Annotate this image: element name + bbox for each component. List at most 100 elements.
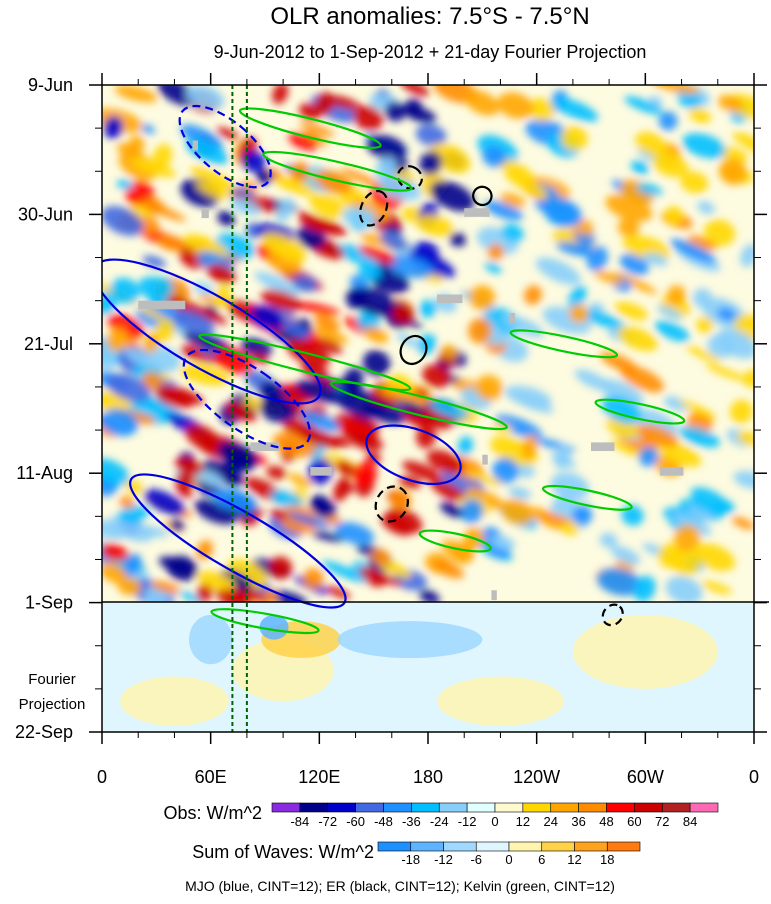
anomaly-cell (475, 374, 503, 401)
er-contour (374, 485, 410, 523)
anomaly-cell (190, 166, 236, 192)
anomaly-cell (102, 408, 139, 437)
kelvin-contour (210, 608, 320, 635)
colorbar-level-label: 0 (505, 852, 512, 867)
colorbar-level-label: 48 (599, 814, 613, 829)
anomaly-cell (717, 95, 744, 113)
anomaly-cell (194, 499, 237, 525)
anomaly-cell (674, 524, 701, 552)
x-tick-label: 120W (513, 767, 560, 787)
anomaly-cell (310, 498, 337, 519)
y-tick-label: 9-Jun (28, 75, 73, 95)
anomaly-cell (422, 364, 451, 388)
anomaly-cell (561, 521, 579, 536)
colorbar-swatch (689, 802, 719, 813)
anomaly-cell (286, 512, 331, 529)
anomaly-cell (652, 152, 689, 178)
anomaly-cell (682, 133, 726, 159)
anomaly-cell (340, 168, 388, 190)
colorbar-level-label: -48 (374, 814, 393, 829)
colorbar-level-label: -24 (430, 814, 449, 829)
anomaly-cell (274, 176, 316, 196)
anomaly-cell (123, 478, 144, 494)
anomaly-cell (614, 271, 658, 295)
anomaly-cell (225, 402, 257, 422)
anomaly-cell (487, 243, 505, 261)
anomaly-cell (295, 379, 344, 404)
colorbar-swatch (271, 802, 301, 813)
colorbar-level-label: -12 (458, 814, 477, 829)
colorbar-swatch (410, 841, 444, 852)
anomaly-cell (270, 508, 287, 521)
anomaly-cell (313, 313, 340, 331)
anomaly-cell (521, 435, 538, 460)
obs-colorbar-label: Obs: W/m^2 (164, 803, 262, 823)
anomaly-cell (430, 480, 466, 502)
missing-patch (464, 208, 490, 217)
colorbar-level-label: -36 (402, 814, 421, 829)
kelvin-contour (198, 333, 412, 392)
anomaly-cell (276, 197, 294, 222)
anomaly-cell (292, 275, 318, 293)
anomaly-cell (389, 489, 412, 510)
anomaly-cell (504, 385, 552, 408)
colorbar-swatch (522, 802, 552, 813)
mjo-contour (182, 348, 312, 450)
colorbar-level-label: 72 (655, 814, 669, 829)
anomaly-cell (335, 460, 356, 476)
colorbar-level-label: 18 (600, 852, 614, 867)
anomaly-cell (117, 179, 133, 190)
anomaly-cell (196, 181, 229, 200)
anomaly-cell (689, 235, 718, 250)
anomaly-cell (635, 131, 668, 156)
projection-anomaly (188, 614, 233, 665)
anomaly-cell (292, 301, 341, 316)
colorbar-level-label: 24 (544, 814, 558, 829)
anomaly-cell (358, 567, 387, 587)
anomaly-cell (206, 263, 236, 284)
missing-patch (591, 442, 615, 452)
anomaly-cell (665, 576, 703, 605)
colorbar-level-label: -72 (318, 814, 337, 829)
colorbar-swatch (508, 841, 543, 852)
anomaly-cell (495, 157, 535, 182)
anomaly-cell (700, 581, 732, 595)
anomaly-cell (596, 568, 643, 596)
anomaly-cell (624, 96, 663, 115)
waves-colorbar: -18 -12 -6 0 6 12 18 (377, 841, 641, 867)
anomaly-cell (155, 318, 176, 342)
anomaly-cell (605, 194, 653, 222)
kelvin-contour (262, 150, 413, 192)
anomaly-cell (347, 418, 381, 431)
anomaly-cell (179, 364, 230, 386)
anomaly-cell (268, 556, 293, 579)
anomaly-cell (353, 461, 378, 488)
anomaly-cell (718, 158, 747, 185)
anomaly-cell (107, 516, 154, 542)
missing-patch (310, 467, 333, 476)
anomaly-cell (460, 498, 484, 524)
anomaly-cell (299, 102, 322, 120)
anomaly-cell (449, 232, 466, 247)
anomaly-cell (138, 525, 169, 538)
anomaly-cell (736, 431, 754, 446)
missing-patch (437, 294, 463, 304)
anomaly-cell (732, 132, 754, 156)
anomaly-cell (617, 217, 640, 238)
y-tick-label: 1-Sep (25, 593, 73, 613)
anomaly-cell (430, 401, 469, 419)
anomaly-cell (495, 414, 543, 439)
anomaly-cell (599, 532, 618, 548)
anomaly-cell (551, 97, 599, 122)
kelvin-contour (418, 529, 492, 553)
anomaly-cell (102, 458, 130, 486)
colorbar-level-label: 36 (571, 814, 585, 829)
anomaly-cell (106, 327, 128, 352)
anomaly-cell (437, 356, 457, 366)
anomaly-cell (482, 146, 507, 168)
colorbar-swatch (661, 802, 691, 813)
er-contour (396, 165, 423, 190)
colorbar-level-label: 12 (516, 814, 530, 829)
anomaly-cell (362, 350, 391, 376)
